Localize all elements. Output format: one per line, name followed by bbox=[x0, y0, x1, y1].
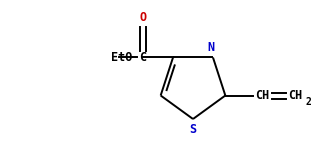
Text: CH: CH bbox=[255, 89, 269, 102]
Text: O: O bbox=[139, 12, 146, 25]
Text: S: S bbox=[189, 123, 197, 136]
Text: N: N bbox=[207, 41, 215, 54]
Text: EtO: EtO bbox=[111, 51, 132, 64]
Text: C: C bbox=[139, 51, 146, 64]
Text: CH: CH bbox=[288, 89, 302, 102]
Text: 2: 2 bbox=[305, 96, 311, 106]
